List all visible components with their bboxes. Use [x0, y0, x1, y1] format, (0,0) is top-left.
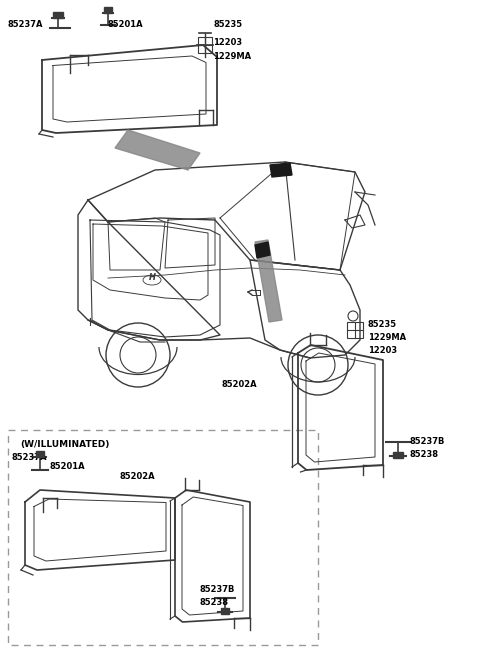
- Text: 85237A: 85237A: [12, 453, 48, 462]
- Text: 85238: 85238: [200, 598, 229, 607]
- Text: 85238: 85238: [410, 450, 439, 459]
- Text: 1229MA: 1229MA: [368, 333, 406, 342]
- Text: 85201A: 85201A: [108, 20, 144, 29]
- Text: 85202A: 85202A: [120, 472, 156, 481]
- Bar: [198, 37, 212, 53]
- Text: 85201A: 85201A: [50, 462, 85, 471]
- Text: 85235: 85235: [368, 320, 397, 329]
- Bar: [8, 430, 318, 645]
- Bar: [393, 452, 403, 458]
- Text: 1229MA: 1229MA: [213, 52, 251, 61]
- Text: (W/ILLUMINATED): (W/ILLUMINATED): [20, 440, 109, 449]
- Bar: [104, 7, 112, 13]
- Text: 85202A: 85202A: [222, 380, 258, 389]
- Text: 85237B: 85237B: [410, 437, 445, 446]
- Text: 12203: 12203: [368, 346, 397, 355]
- Polygon shape: [115, 130, 200, 170]
- Polygon shape: [255, 240, 282, 322]
- Text: 85237B: 85237B: [200, 585, 235, 594]
- Bar: [221, 608, 229, 614]
- Text: 85237A: 85237A: [8, 20, 44, 29]
- Text: H: H: [148, 274, 156, 282]
- Text: 85235: 85235: [213, 20, 242, 29]
- Polygon shape: [270, 163, 292, 177]
- Bar: [53, 12, 63, 18]
- Polygon shape: [255, 242, 270, 258]
- Bar: [36, 451, 44, 457]
- Text: 12203: 12203: [213, 38, 242, 47]
- Bar: [347, 322, 363, 338]
